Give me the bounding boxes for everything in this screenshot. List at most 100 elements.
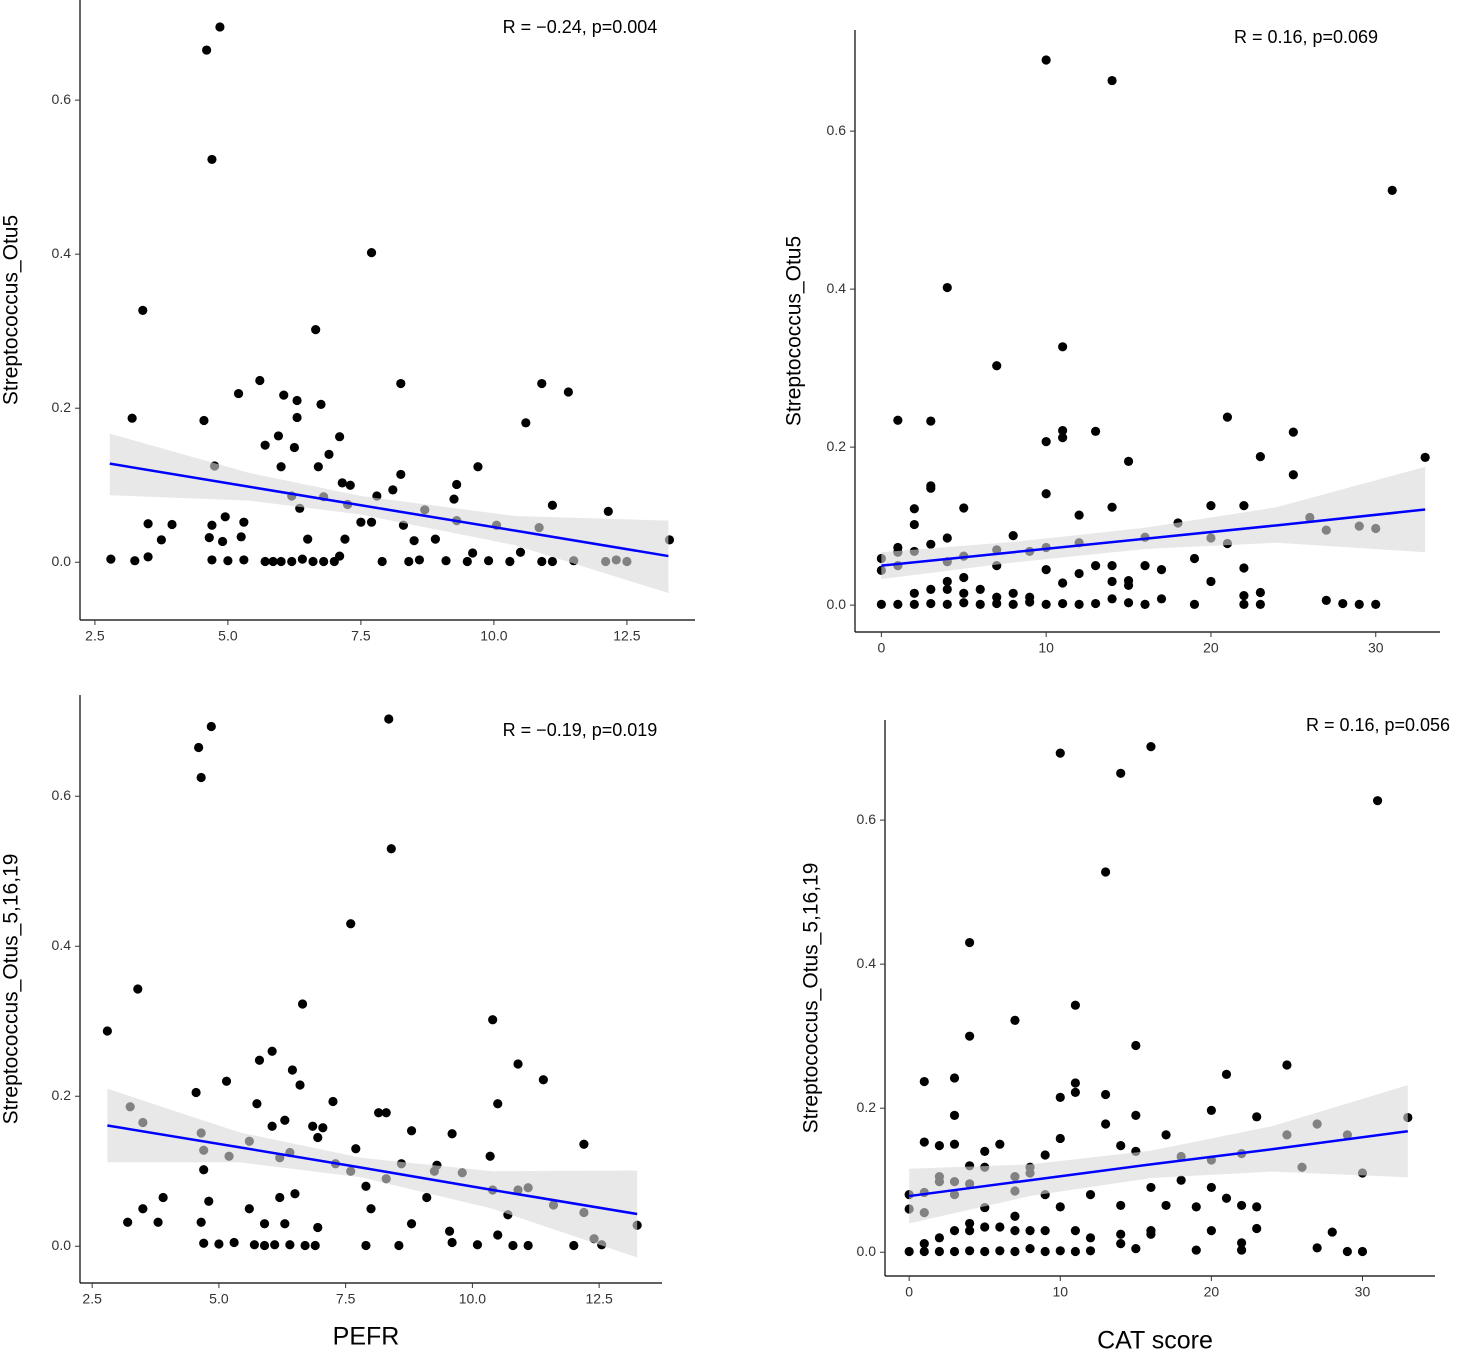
point [310, 1240, 320, 1251]
point [1025, 1244, 1035, 1254]
point [965, 1031, 975, 1041]
confidence-band [881, 466, 1426, 580]
point [1074, 510, 1084, 520]
point [1236, 1245, 1247, 1255]
point [508, 1240, 518, 1251]
point [289, 442, 299, 453]
point [259, 1240, 270, 1251]
confidence-band [107, 1088, 638, 1258]
point [547, 556, 558, 567]
point [223, 556, 233, 566]
point [229, 1237, 239, 1248]
point [965, 937, 975, 948]
point [1131, 1040, 1141, 1051]
point [351, 1144, 361, 1154]
point [934, 1141, 944, 1151]
point [468, 548, 478, 558]
point [538, 1075, 548, 1085]
y-tick-label: 0.6 [52, 91, 72, 107]
point [1058, 578, 1068, 588]
point [1055, 748, 1065, 758]
point [472, 1240, 483, 1250]
point [280, 1115, 290, 1125]
point [1090, 561, 1101, 571]
point [260, 556, 270, 567]
point [1074, 568, 1084, 579]
point [959, 598, 969, 608]
fit-line [881, 508, 1426, 567]
point [308, 556, 318, 567]
point [1357, 1246, 1368, 1257]
point [919, 1137, 929, 1147]
point [202, 45, 212, 55]
point [1101, 1089, 1111, 1100]
point [1101, 1119, 1111, 1129]
point [249, 1240, 259, 1250]
y-tick-label: 0.4 [827, 280, 847, 296]
point [1239, 500, 1249, 511]
point [1420, 452, 1430, 463]
point [270, 1240, 280, 1250]
point [1146, 1182, 1156, 1193]
point [406, 1219, 417, 1229]
point [965, 1246, 975, 1256]
point [386, 844, 396, 854]
y-axis-title: Streptococcus_Otus_5,16,19 [0, 854, 23, 1125]
point [1116, 1141, 1126, 1151]
point [1058, 342, 1068, 352]
point [335, 432, 345, 442]
point [102, 1026, 112, 1036]
x-tick-label: 10 [1038, 640, 1054, 656]
point [267, 1121, 277, 1131]
point [965, 1226, 975, 1236]
point [1206, 576, 1216, 587]
point [404, 556, 414, 567]
point [366, 248, 377, 258]
point [1342, 1246, 1352, 1257]
x-tick-label: 7.5 [336, 1291, 356, 1307]
point [926, 539, 936, 549]
point [254, 1055, 265, 1065]
x-tick-label: 0 [905, 1284, 913, 1300]
point [579, 1139, 589, 1149]
point [1025, 1226, 1035, 1236]
point [1176, 1175, 1186, 1185]
point [1010, 1246, 1020, 1257]
point [406, 1126, 417, 1136]
y-tick-label: 0.0 [827, 596, 847, 612]
point [493, 1230, 503, 1240]
point [130, 556, 140, 566]
point [942, 576, 952, 587]
annotation: R = −0.24, p=0.004 [503, 17, 658, 37]
point [138, 1204, 148, 1214]
point [462, 556, 472, 567]
point [441, 556, 451, 566]
point [909, 588, 919, 598]
point [153, 1217, 163, 1227]
point [1221, 1193, 1232, 1203]
y-tick-label: 0.4 [52, 245, 72, 261]
point [485, 1151, 495, 1161]
point [537, 556, 547, 567]
point [959, 588, 969, 598]
panel: 2.5 5.0 7.5 10.0 12.5 0.0 0.2 0.4 0.6 R = −0.24, … [0, 0, 695, 644]
point [1055, 1092, 1065, 1102]
point [523, 1240, 533, 1251]
point [1107, 576, 1117, 587]
point [1116, 1229, 1126, 1239]
point [1058, 425, 1068, 436]
point [992, 592, 1002, 602]
point [1040, 1226, 1050, 1236]
point [975, 599, 985, 609]
point [1288, 427, 1298, 437]
point [280, 1219, 290, 1229]
point [292, 395, 302, 406]
point [199, 1238, 209, 1248]
point [942, 533, 952, 543]
y-tick-label: 0.2 [857, 1099, 877, 1115]
point [1371, 599, 1381, 609]
point [1070, 1000, 1080, 1010]
point [1041, 599, 1051, 609]
point [143, 519, 153, 529]
x-tick-label: 2.5 [82, 1291, 102, 1307]
